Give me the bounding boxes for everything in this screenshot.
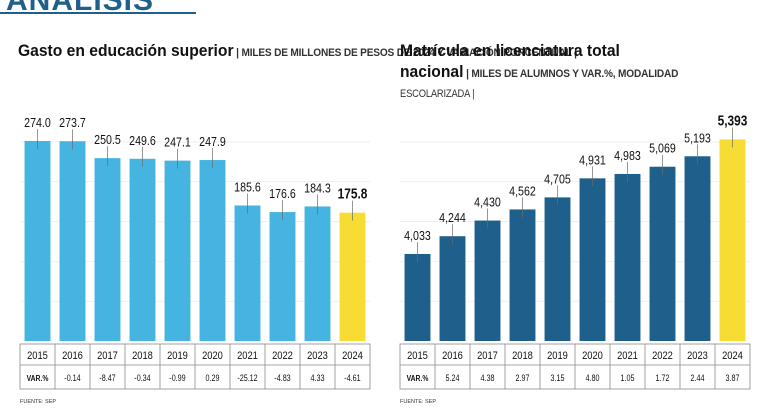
- enrollment-category-2020: 2020: [582, 350, 603, 362]
- enrollment-title-row2: nacional | MILES DE ALUMNOS Y VAR.%, MOD…: [400, 61, 724, 85]
- spending-bar-2015: [24, 140, 51, 341]
- spending-source: FUENTE: SEP: [20, 399, 57, 405]
- enrollment-category-2023: 2023: [687, 350, 708, 362]
- spending-variation-2022: -4.83: [274, 373, 291, 383]
- enrollment-variation-2024: 3.87: [726, 373, 740, 383]
- enrollment-value-label-2016: 4,244: [439, 210, 466, 225]
- enrollment-category-2015: 2015: [407, 350, 428, 362]
- enrollment-value-label-2017: 4,430: [474, 195, 501, 210]
- spending-value-label-2015: 274.0: [24, 115, 51, 130]
- enrollment-bar-2021: [614, 173, 641, 341]
- enrollment-value-label-2023: 5,193: [684, 130, 711, 145]
- enrollment-category-2016: 2016: [442, 350, 463, 362]
- enrollment-value-label-2022: 5,069: [649, 141, 676, 156]
- spending-category-2024: 2024: [342, 350, 363, 362]
- spending-value-label-2023: 184.3: [304, 180, 331, 195]
- enrollment-sep: |: [463, 68, 472, 80]
- enrollment-variation-2021: 1.05: [621, 373, 635, 383]
- spending-bar-2016: [59, 141, 86, 341]
- spending-value-label-2024: 175.8: [338, 186, 368, 202]
- spending-bar-2023: [304, 206, 331, 341]
- enrollment-subtitle-end: |: [469, 88, 475, 100]
- enrollment-variation-2020: 4.80: [586, 373, 600, 383]
- spending-variation-2016: -0.14: [64, 373, 81, 383]
- enrollment-source: FUENTE: SEP: [400, 399, 437, 405]
- enrollment-variation-2022: 1.72: [656, 373, 670, 383]
- enrollment-value-label-2015: 4,033: [404, 228, 431, 243]
- enrollment-variation-2017: 4.38: [481, 373, 495, 383]
- enrollment-value-label-2024: 5,393: [718, 112, 748, 128]
- enrollment-value-label-2021: 4,983: [614, 148, 641, 163]
- spending-bar-2020: [199, 160, 226, 341]
- spending-category-2015: 2015: [27, 350, 48, 362]
- enrollment-title-1: Matrícula en licenciatura total: [400, 41, 620, 60]
- enrollment-category-2024: 2024: [722, 350, 743, 362]
- spending-value-label-2022: 176.6: [269, 186, 296, 201]
- spending-title: Gasto en educación superior | MILES DE M…: [18, 40, 577, 64]
- spending-var-label: VAR.%: [27, 373, 49, 383]
- enrollment-category-2018: 2018: [512, 350, 533, 362]
- spending-subtitle-sep: |: [233, 47, 242, 59]
- enrollment-bar-2024: [719, 139, 746, 341]
- spending-variation-2020: 0.29: [206, 373, 220, 383]
- spending-category-2023: 2023: [307, 350, 328, 362]
- enrollment-bar-2015: [404, 253, 431, 341]
- spending-bar-2017: [94, 158, 121, 341]
- spending-category-2017: 2017: [97, 350, 118, 362]
- enrollment-bar-2018: [509, 209, 536, 341]
- spending-category-2018: 2018: [132, 350, 153, 362]
- enrollment-category-2017: 2017: [477, 350, 498, 362]
- enrollment-subtitle-1: MILES DE ALUMNOS Y VAR.%, MODALIDAD: [471, 68, 679, 80]
- spending-variation-2024: -4.61: [344, 373, 361, 383]
- enrollment-bar-2023: [684, 156, 711, 341]
- enrollment-subtitle-2: ESCOLARIZADA: [400, 88, 470, 100]
- enrollment-category-2019: 2019: [547, 350, 568, 362]
- spending-value-label-2016: 273.7: [59, 115, 86, 130]
- enrollment-variation-2023: 2.44: [691, 373, 705, 383]
- enrollment-subtitle-row2: ESCOLARIZADA |: [400, 85, 699, 103]
- spending-bar-2021: [234, 205, 261, 341]
- section-rule: [0, 12, 196, 14]
- spending-value-label-2020: 247.9: [199, 134, 226, 149]
- spending-variation-2017: -8.47: [99, 373, 116, 383]
- enrollment-value-label-2019: 4,705: [544, 171, 571, 186]
- spending-bar-2019: [164, 160, 191, 341]
- spending-bar-2018: [129, 158, 156, 341]
- enrollment-bar-2022: [649, 166, 676, 341]
- enrollment-category-2021: 2021: [617, 350, 638, 362]
- enrollment-bar-2020: [579, 178, 606, 341]
- enrollment-bar-2016: [439, 236, 466, 341]
- spending-subtitle: MILES DE MILLONES DE PESOS DE 2024 Y VAR…: [241, 47, 572, 59]
- spending-variation-2021: -25.12: [237, 373, 258, 383]
- spending-variation-2018: -0.34: [134, 373, 151, 383]
- spending-variation-2023: 4.33: [311, 373, 325, 383]
- spending-category-2021: 2021: [237, 350, 258, 362]
- enrollment-value-label-2018: 4,562: [509, 183, 536, 198]
- spending-panel: Gasto en educación superior | MILES DE M…: [18, 40, 577, 64]
- enrollment-title-2: nacional: [400, 62, 464, 81]
- spending-value-label-2017: 250.5: [94, 132, 121, 147]
- spending-category-2019: 2019: [167, 350, 188, 362]
- enrollment-variation-2016: 5.24: [446, 373, 460, 383]
- spending-value-label-2021: 185.6: [234, 179, 261, 194]
- enrollment-category-2022: 2022: [652, 350, 673, 362]
- spending-category-2016: 2016: [62, 350, 83, 362]
- enrollment-variation-2019: 3.15: [551, 373, 565, 383]
- enrollment-value-label-2020: 4,931: [579, 152, 606, 167]
- enrollment-bar-2019: [544, 197, 571, 341]
- enrollment-var-label: VAR.%: [407, 373, 429, 383]
- spending-bar-2024: [339, 212, 366, 341]
- enrollment-bar-2017: [474, 220, 501, 341]
- enrollment-panel: Matrícula en licenciatura total nacional…: [400, 40, 752, 103]
- spending-bar-2022: [269, 212, 296, 341]
- spending-category-2022: 2022: [272, 350, 293, 362]
- spending-title-text: Gasto en educación superior: [18, 41, 234, 60]
- spending-value-label-2019: 247.1: [164, 135, 191, 150]
- spending-subtitle-end: |: [571, 47, 577, 59]
- enrollment-variation-2018: 2.97: [516, 373, 530, 383]
- spending-value-label-2018: 249.6: [129, 133, 156, 148]
- spending-variation-2019: -0.99: [169, 373, 186, 383]
- spending-category-2020: 2020: [202, 350, 223, 362]
